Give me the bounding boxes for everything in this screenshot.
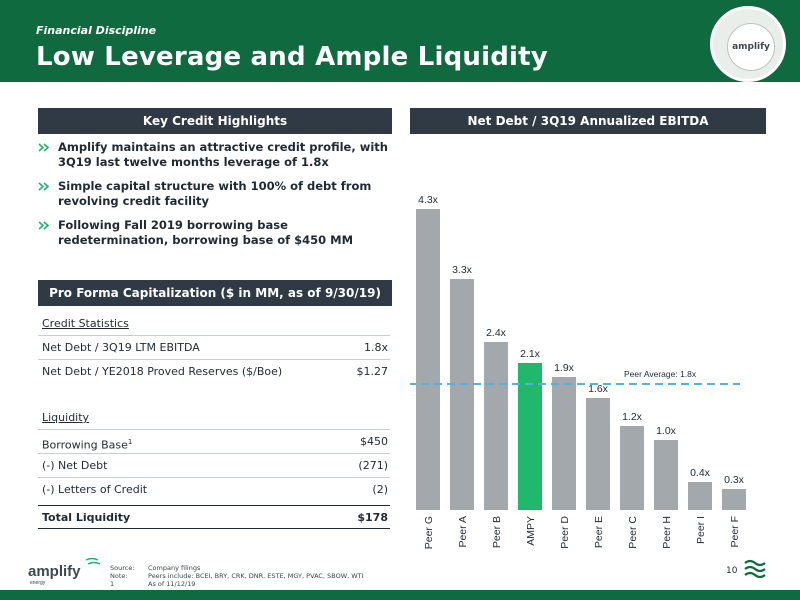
- data-label: 1.9x: [554, 362, 575, 374]
- bar-peer-d: [552, 377, 576, 510]
- peer-average-label: Peer Average: 1.8x: [624, 369, 697, 379]
- bar-ampy: [518, 363, 542, 510]
- data-label: 1.0x: [656, 425, 677, 437]
- section-subtitle: Financial Discipline: [36, 24, 157, 37]
- tick-label: Peer A: [457, 516, 469, 548]
- tick-label: Peer E: [593, 516, 605, 548]
- peers-note: Note: Peers include: BCEI, BRY, CRK, DNR,…: [110, 572, 364, 580]
- row-label: Net Debt / 3Q19 LTM EBITDA: [42, 341, 200, 354]
- chevron-bullet-icon: [38, 143, 50, 152]
- row-value: $450: [360, 435, 388, 448]
- row-value: (2): [372, 483, 388, 496]
- capitalization-table: Credit Statistics Net Debt / 3Q19 LTM EB…: [38, 312, 390, 529]
- bullet-text: Simple capital structure with 100% of de…: [58, 179, 372, 208]
- bullet-text: Amplify maintains an attractive credit p…: [58, 140, 388, 169]
- data-label: 1.6x: [588, 383, 609, 395]
- tick-label: Peer B: [491, 516, 503, 548]
- tick-label: Peer C: [627, 516, 639, 549]
- bullet-text: Following Fall 2019 borrowing base redet…: [58, 218, 354, 247]
- bullet-item: Simple capital structure with 100% of de…: [38, 179, 398, 209]
- row-value: $1.27: [356, 365, 389, 378]
- tick-label: Peer D: [559, 516, 571, 549]
- footnote-1: 1 As of 11/12/19: [110, 580, 196, 588]
- bar-peer-g: [416, 209, 440, 510]
- bar-peer-c: [620, 426, 644, 510]
- tick-label: AMPY: [525, 516, 537, 546]
- chevron-bullet-icon: [38, 221, 50, 230]
- amplify-footer-logo: amplify energy: [28, 557, 101, 586]
- tick-label: Peer H: [661, 516, 673, 549]
- logo-inner-circle: amplify: [727, 23, 775, 71]
- footnote-marker: 1: [127, 438, 133, 446]
- svg-text:amplify: amplify: [28, 563, 81, 580]
- tick-label: Peer F: [729, 516, 741, 548]
- row-label: Credit Statistics: [42, 317, 129, 330]
- row-label: (-) Net Debt: [42, 459, 108, 472]
- bullet-item: Following Fall 2019 borrowing base redet…: [38, 218, 398, 248]
- bullet-item: Amplify maintains an attractive credit p…: [38, 140, 398, 170]
- table-row: Borrowing Base1 $450: [38, 430, 390, 454]
- key-credit-highlights-header: Key Credit Highlights: [38, 108, 392, 134]
- chevron-bullet-icon: [38, 182, 50, 191]
- data-label: 1.2x: [622, 411, 643, 423]
- bar-peer-i: [688, 482, 712, 510]
- row-label: Total Liquidity: [42, 511, 131, 524]
- table-row: Net Debt / YE2018 Proved Reserves ($/Boe…: [38, 360, 390, 384]
- table-row: (-) Letters of Credit (2): [38, 478, 390, 502]
- amplify-logo-badge: amplify: [710, 6, 786, 82]
- row-label: Liquidity: [42, 411, 90, 424]
- row-label: Borrowing Base1: [42, 438, 133, 452]
- footer-bar: [0, 590, 800, 600]
- row-value: (271): [358, 459, 388, 472]
- row-value: 1.8x: [363, 341, 388, 354]
- data-label: 0.4x: [690, 467, 711, 479]
- spacer: [38, 384, 390, 406]
- row-value: $178: [357, 511, 388, 524]
- header-banner: Financial Discipline Low Leverage and Am…: [0, 0, 800, 82]
- data-label: 0.3x: [724, 474, 745, 486]
- bar-peer-a: [450, 279, 474, 510]
- page-title: Low Leverage and Ample Liquidity: [36, 42, 548, 72]
- bar-peer-h: [654, 440, 678, 510]
- data-label: 4.3x: [418, 194, 439, 206]
- amplify-waves-icon: [744, 559, 766, 579]
- row-label: Net Debt / YE2018 Proved Reserves ($/Boe…: [42, 365, 283, 378]
- bar-peer-e: [586, 398, 610, 510]
- data-label: 2.1x: [520, 348, 541, 360]
- page-number: 10: [726, 566, 738, 576]
- data-label: 2.4x: [486, 327, 507, 339]
- tick-label: Peer G: [423, 516, 435, 549]
- table-row: Net Debt / 3Q19 LTM EBITDA 1.8x: [38, 336, 390, 360]
- key-credit-bullets: Amplify maintains an attractive credit p…: [38, 140, 398, 257]
- source-note: Source: Company filings: [110, 564, 201, 572]
- row-label: (-) Letters of Credit: [42, 483, 148, 496]
- tick-label: Peer I: [695, 516, 707, 544]
- footnotes: Source: Company filings Note: Peers includ…: [110, 564, 364, 588]
- liquidity-heading: Liquidity: [38, 406, 390, 430]
- total-liquidity-row: Total Liquidity $178: [38, 505, 390, 529]
- net-debt-ebitda-chart: 4.3x Peer G 3.3x Peer A 2.4x Peer B 2.1x AMPY 1.…: [410, 194, 746, 549]
- logo-wordmark: amplify: [732, 42, 770, 52]
- svg-text:energy: energy: [30, 580, 46, 586]
- table-row: (-) Net Debt (271): [38, 454, 390, 478]
- credit-statistics-heading: Credit Statistics: [38, 312, 390, 336]
- capitalization-header: Pro Forma Capitalization ($ in MM, as of…: [38, 280, 392, 306]
- data-label: 3.3x: [452, 264, 473, 276]
- chart-header: Net Debt / 3Q19 Annualized EBITDA: [410, 108, 766, 134]
- bar-peer-f: [722, 489, 746, 510]
- bar-peer-b: [484, 342, 508, 510]
